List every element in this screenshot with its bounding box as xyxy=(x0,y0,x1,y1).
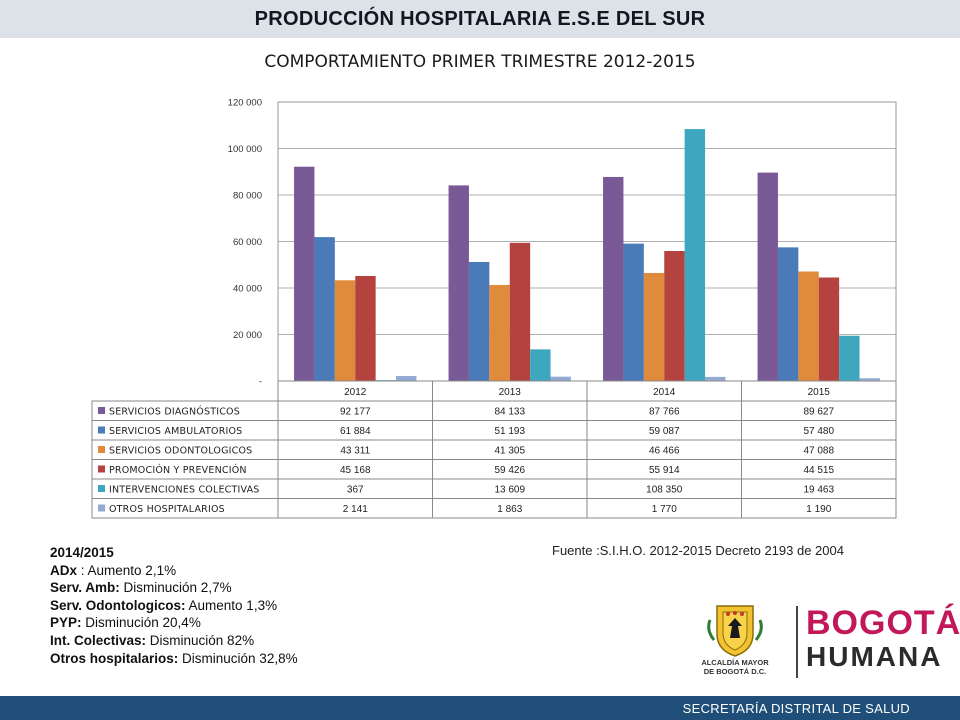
legend-label: PROMOCIÓN Y PREVENCIÓN xyxy=(109,464,247,476)
data-value-label: 89 627 xyxy=(803,407,834,418)
bar xyxy=(623,243,644,381)
legend-label: SERVICIOS AMBULATORIOS xyxy=(109,426,242,437)
note-item: ADx : Aumento 2,1% xyxy=(50,562,177,578)
legend-swatch xyxy=(98,426,105,434)
bar-chart: - 20 000 40 000 60 000 80 000 100 000 120 000 2… xyxy=(91,98,897,519)
bar xyxy=(839,335,860,381)
data-value-label: 2 141 xyxy=(343,504,368,515)
category-label: 2012 xyxy=(344,387,367,398)
legend-label: SERVICIOS DIAGNÓSTICOS xyxy=(109,406,240,418)
data-value-label: 57 480 xyxy=(803,426,834,437)
crest-icon xyxy=(707,605,763,657)
y-tick-label: 80 000 xyxy=(233,191,262,202)
summary-notes: 2014/2015 ADx : Aumento 2,1% Serv. Amb: … xyxy=(50,544,298,667)
alcaldia-crest-logo: ALCALDÍA MAYOR DE BOGOTÁ D.C. xyxy=(690,600,780,684)
bar xyxy=(468,261,490,381)
category-label: 2014 xyxy=(653,387,676,398)
bar xyxy=(314,237,335,381)
data-value-label: 92 177 xyxy=(340,407,371,418)
data-value-label: 87 766 xyxy=(649,407,680,418)
bar xyxy=(705,376,726,381)
bar xyxy=(777,247,799,381)
data-value-label: 59 087 xyxy=(649,426,680,437)
notes-heading: 2014/2015 xyxy=(50,545,114,560)
data-value-label: 41 305 xyxy=(494,446,525,457)
y-tick-label: 120 000 xyxy=(228,98,262,109)
bar xyxy=(509,242,531,381)
legend-swatch xyxy=(98,504,105,512)
data-value-label: 108 350 xyxy=(646,485,683,496)
bar xyxy=(489,284,510,381)
data-value-label: 84 133 xyxy=(494,407,525,418)
bar xyxy=(448,185,469,381)
data-value-label: 45 168 xyxy=(340,465,371,476)
legend-swatch xyxy=(98,465,105,473)
data-value-label: 59 426 xyxy=(494,465,525,476)
data-value-label: 13 609 xyxy=(494,485,525,496)
footer-bar: SECRETARÍA DISTRITAL DE SALUD xyxy=(0,696,960,720)
bar xyxy=(664,250,685,381)
chart-title: COMPORTAMIENTO PRIMER TRIMESTRE 2012-201… xyxy=(264,52,696,72)
bar xyxy=(550,376,571,381)
category-label: 2015 xyxy=(808,387,831,398)
category-label: 2013 xyxy=(499,387,522,398)
logo-divider xyxy=(796,606,798,678)
data-value-label: 61 884 xyxy=(340,426,371,437)
data-value-label: 367 xyxy=(347,485,364,496)
bar xyxy=(859,378,880,381)
bar xyxy=(798,271,819,381)
y-tick-label: 20 000 xyxy=(233,330,262,341)
bar xyxy=(294,166,315,381)
data-value-label: 43 311 xyxy=(340,446,370,457)
bar xyxy=(355,275,376,381)
legend-swatch xyxy=(98,407,105,414)
note-item: Int. Colectivas: Disminución 82% xyxy=(50,632,255,648)
humana-logo-text: HUMANA xyxy=(806,641,943,672)
bar xyxy=(334,280,356,381)
data-value-label: 51 193 xyxy=(494,426,525,437)
bar xyxy=(818,277,840,381)
source-note: Fuente :S.I.H.O. 2012-2015 Decreto 2193 … xyxy=(552,543,844,558)
data-value-label: 46 466 xyxy=(649,446,680,457)
logo-area: ALCALDÍA MAYOR DE BOGOTÁ D.C. BOGOTÁ HUM… xyxy=(690,600,960,684)
y-tick-label: 100 000 xyxy=(228,144,262,155)
legend-label: SERVICIOS ODONTOLOGICOS xyxy=(109,446,252,457)
bar xyxy=(603,176,624,381)
data-value-label: 1 190 xyxy=(806,504,831,515)
note-item: Serv. Amb: Disminución 2,7% xyxy=(50,580,232,596)
legend-label: INTERVENCIONES COLECTIVAS xyxy=(109,485,260,496)
note-item: Otros hospitalarios: Disminución 32,8% xyxy=(50,650,298,666)
data-value-label: 1 863 xyxy=(497,504,522,515)
legend-swatch xyxy=(98,485,105,492)
y-tick-label: - xyxy=(259,377,262,388)
bogota-logo-text: BOGOTÁ xyxy=(806,604,960,642)
header-bar: PRODUCCIÓN HOSPITALARIA E.S.E DEL SUR xyxy=(0,0,960,38)
bar xyxy=(684,129,706,381)
bar xyxy=(643,272,665,381)
footer-text: SECRETARÍA DISTRITAL DE SALUD xyxy=(682,701,910,716)
legend-label: OTROS HOSPITALARIOS xyxy=(109,504,225,515)
data-value-label: 44 515 xyxy=(803,465,834,476)
data-value-label: 55 914 xyxy=(649,465,680,476)
legend-swatch xyxy=(98,446,105,453)
data-value-label: 47 088 xyxy=(803,446,834,457)
bar xyxy=(757,172,778,381)
y-tick-label: 60 000 xyxy=(233,237,262,248)
note-item: Serv. Odontologicos: Aumento 1,3% xyxy=(50,597,278,613)
alcaldia-text: ALCALDÍA MAYOR DE BOGOTÁ D.C. xyxy=(701,658,769,676)
page-title: PRODUCCIÓN HOSPITALARIA E.S.E DEL SUR xyxy=(254,8,706,30)
data-value-label: 19 463 xyxy=(803,485,834,496)
bar xyxy=(396,376,417,381)
data-value-label: 1 770 xyxy=(652,504,677,515)
bar xyxy=(530,349,551,381)
note-item: PYP: Disminución 20,4% xyxy=(50,615,201,631)
y-tick-label: 40 000 xyxy=(233,284,262,295)
